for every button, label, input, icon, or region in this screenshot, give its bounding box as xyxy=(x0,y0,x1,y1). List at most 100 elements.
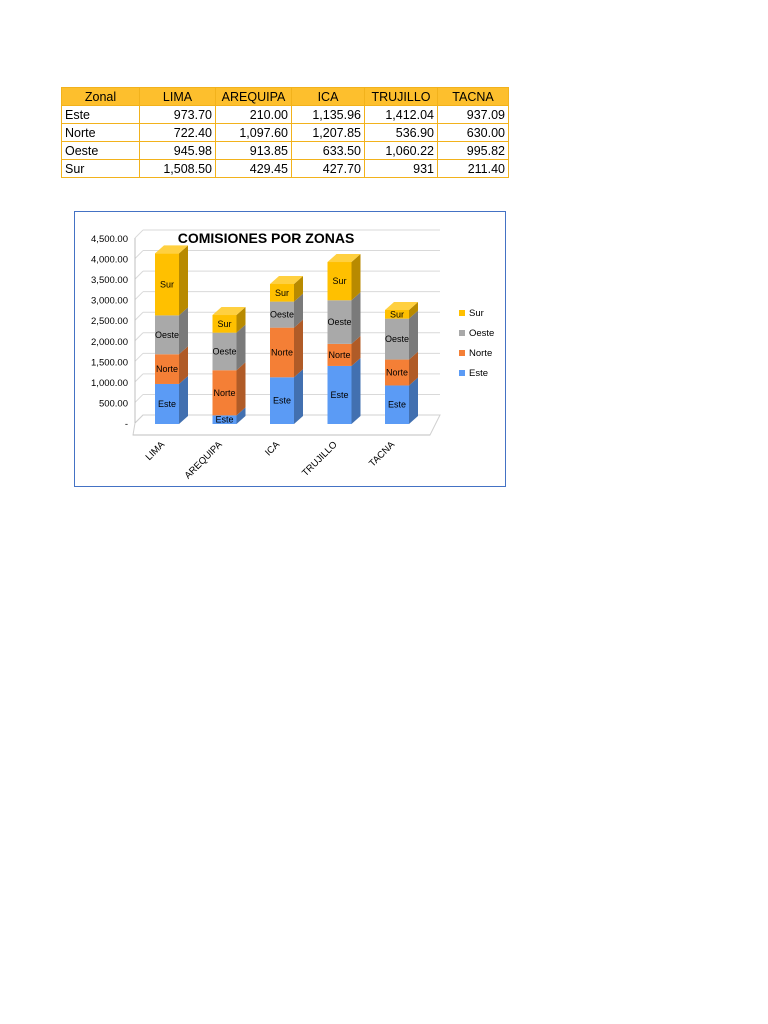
bar-side-sur xyxy=(409,301,418,319)
chart-floor xyxy=(132,414,441,436)
data-label-sur: Sur xyxy=(160,279,174,289)
table-cell: 1,412.04 xyxy=(364,105,438,124)
gridline-depth xyxy=(134,250,144,259)
bar-side-norte xyxy=(351,335,361,366)
bar-side-este xyxy=(179,375,188,424)
x-tick-label: LIMA xyxy=(144,439,168,463)
table-cell: 945.98 xyxy=(139,141,216,160)
legend-swatch-sur xyxy=(459,310,465,316)
bar-side-este xyxy=(294,369,303,424)
data-label-sur: Sur xyxy=(390,309,404,319)
y-tick-label: 3,500.00 xyxy=(91,275,128,286)
bar-segment-este xyxy=(212,415,237,424)
table-cell: 1,135.96 xyxy=(291,105,365,124)
y-tick-label: 3,000.00 xyxy=(91,296,128,307)
bar-segment-norte xyxy=(385,359,409,386)
x-tick-label: ICA xyxy=(263,439,282,458)
chart-frame[interactable]: - 500.00 1,000.00 1,500.00 2,000.00 2,500.00 3… xyxy=(74,211,506,487)
table-cell: 1,508.50 xyxy=(139,159,216,178)
table-cell: 536.90 xyxy=(364,123,438,142)
table-cell: 995.82 xyxy=(437,141,509,160)
gridline-depth xyxy=(134,311,144,321)
data-label-norte: Norte xyxy=(386,368,408,378)
row-label: Oeste xyxy=(61,141,140,160)
bar-segment-oeste xyxy=(212,332,237,371)
table-cell: 1,207.85 xyxy=(291,123,365,142)
bar-top-sur xyxy=(270,276,303,285)
bar-segment-norte xyxy=(270,327,294,378)
y-tick-label: 500.00 xyxy=(99,398,128,409)
data-label-sur: Sur xyxy=(217,319,231,329)
data-label-sur: Sur xyxy=(332,276,346,286)
table-cell: 913.85 xyxy=(215,141,292,160)
stacked-3d-column-chart: - 500.00 1,000.00 1,500.00 2,000.00 2,500.00 3… xyxy=(91,229,494,481)
bar-segment-oeste xyxy=(385,318,409,360)
bar-side-oeste xyxy=(294,293,303,328)
bar-top-sur xyxy=(327,254,361,263)
table-row: Norte 722.40 1,097.60 1,207.85 536.90 63… xyxy=(61,123,509,142)
y-tick-label: 1,500.00 xyxy=(91,357,128,368)
table-cell: 427.70 xyxy=(291,159,365,178)
bar-segment-este xyxy=(385,385,409,424)
table-row: Oeste 945.98 913.85 633.50 1,060.22 995.… xyxy=(61,141,509,160)
table-row: Sur 1,508.50 429.45 427.70 931 211.40 xyxy=(61,159,509,178)
bar-top-sur xyxy=(385,301,418,310)
bars xyxy=(155,245,418,424)
bar-side-oeste xyxy=(409,310,418,360)
bar-side-este xyxy=(409,377,418,424)
bar-segment-este xyxy=(270,377,294,424)
y-tick-label: 1,000.00 xyxy=(91,378,128,389)
bar-segment-oeste xyxy=(155,315,179,355)
table-cell: 429.45 xyxy=(215,159,292,178)
row-label: Este xyxy=(61,105,140,124)
header-cell-ica: ICA xyxy=(291,87,365,106)
table-cell: 630.00 xyxy=(437,123,509,142)
bar-side-norte xyxy=(179,346,188,384)
bar-side-sur xyxy=(179,245,188,316)
bar-segment-norte xyxy=(155,354,179,384)
y-tick-label: 4,000.00 xyxy=(91,255,128,266)
bar-top-sur xyxy=(155,245,188,254)
data-label-este: Este xyxy=(273,396,291,406)
data-label-oeste: Oeste xyxy=(212,346,236,356)
data-label-oeste: Oeste xyxy=(385,334,409,344)
data-labels: Este Norte Oeste Sur Este Norte Oeste Sur Este No… xyxy=(155,276,409,425)
bar-segment-sur xyxy=(327,262,352,301)
legend-label-sur: Sur xyxy=(469,308,484,319)
data-label-norte: Norte xyxy=(271,347,293,357)
x-tick-label: AREQUIPA xyxy=(183,439,225,481)
gridline-depth xyxy=(134,229,144,239)
bar-side-oeste xyxy=(179,307,188,355)
bar-top-sur xyxy=(212,307,246,316)
bar-segment-sur xyxy=(270,284,294,302)
table-cell: 973.70 xyxy=(139,105,216,124)
bar-segment-sur xyxy=(385,309,409,319)
bar-segment-sur xyxy=(212,315,237,333)
y-tick-label: - xyxy=(125,419,128,430)
table-cell: 1,097.60 xyxy=(215,123,292,142)
row-label: Norte xyxy=(61,123,140,142)
y-tick-label: 4,500.00 xyxy=(91,234,128,245)
header-cell-tacna: TACNA xyxy=(437,87,509,106)
legend-label-norte: Norte xyxy=(469,348,492,359)
chart-title: COMISIONES POR ZONAS xyxy=(178,230,355,246)
legend-swatch-oeste xyxy=(459,330,465,336)
data-label-oeste: Oeste xyxy=(270,310,294,320)
bar-segment-oeste xyxy=(270,301,294,328)
bar-side-sur xyxy=(351,254,361,301)
bar-side-oeste xyxy=(236,324,246,371)
data-label-este: Este xyxy=(158,399,176,409)
data-label-norte: Norte xyxy=(328,350,350,360)
table-header-row: Zonal LIMA AREQUIPA ICA TRUJILLO TACNA xyxy=(61,87,509,106)
legend: Sur Oeste Norte Este xyxy=(459,308,494,379)
data-label-oeste: Oeste xyxy=(155,330,179,340)
table-cell: 210.00 xyxy=(215,105,292,124)
gridline-depth xyxy=(134,352,144,362)
legend-label-oeste: Oeste xyxy=(469,328,494,339)
header-cell-arequipa: AREQUIPA xyxy=(215,87,292,106)
legend-label-este: Este xyxy=(469,368,488,379)
gridline-depth xyxy=(134,270,144,280)
data-label-norte: Norte xyxy=(213,388,235,398)
bar-segment-norte xyxy=(212,370,237,416)
bar-segment-sur xyxy=(155,253,179,316)
